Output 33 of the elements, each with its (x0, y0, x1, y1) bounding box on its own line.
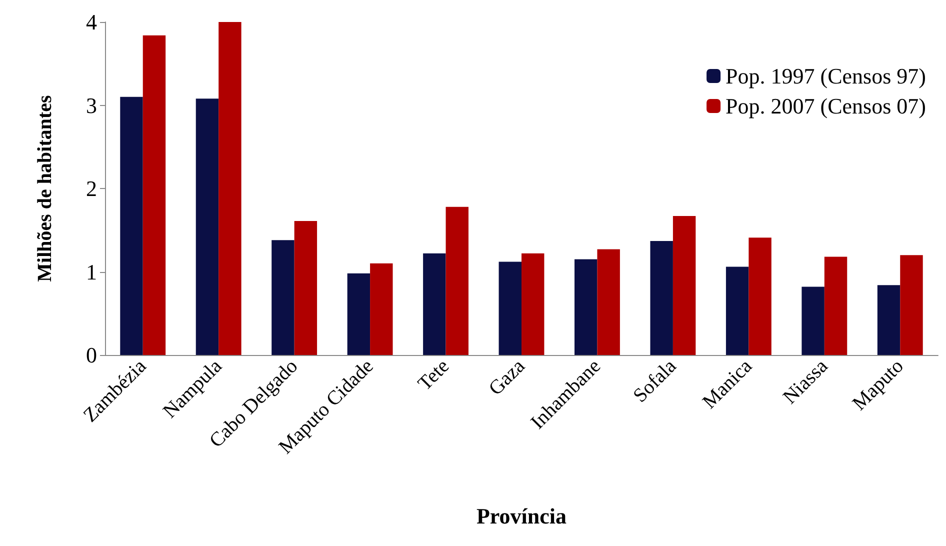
bar (522, 253, 544, 355)
bar (196, 98, 219, 355)
bar (423, 253, 446, 355)
y-tick-label: 2 (86, 176, 97, 201)
y-tick-label: 4 (86, 10, 97, 34)
bar (370, 263, 393, 355)
bar (748, 238, 772, 355)
x-axis-title: Província (476, 504, 567, 528)
legend-label: Pop. 2007 (Censos 07) (726, 94, 926, 118)
y-tick-label: 0 (86, 342, 97, 368)
bar (142, 35, 166, 355)
bar (446, 206, 468, 355)
y-tick-label: 3 (86, 92, 97, 118)
bar (498, 262, 522, 355)
bar (294, 220, 318, 355)
bar (900, 255, 923, 355)
bar (218, 22, 242, 355)
legend-label: Pop. 1997 (Censos 97) (726, 64, 926, 88)
bar (574, 259, 598, 355)
bar (726, 266, 749, 355)
x-tick-label: Tete (414, 355, 454, 395)
y-axis-title: Milhões de habitantes (34, 94, 56, 282)
bar (120, 96, 143, 355)
bar (672, 216, 696, 355)
bar (802, 286, 824, 355)
bar (650, 240, 673, 355)
bar (597, 249, 620, 355)
y-tick-label: 1 (86, 259, 97, 284)
x-tick-label: Gaza (484, 355, 530, 400)
bar (824, 256, 848, 355)
bar (272, 240, 294, 355)
bar (347, 273, 370, 355)
bar (877, 285, 900, 355)
